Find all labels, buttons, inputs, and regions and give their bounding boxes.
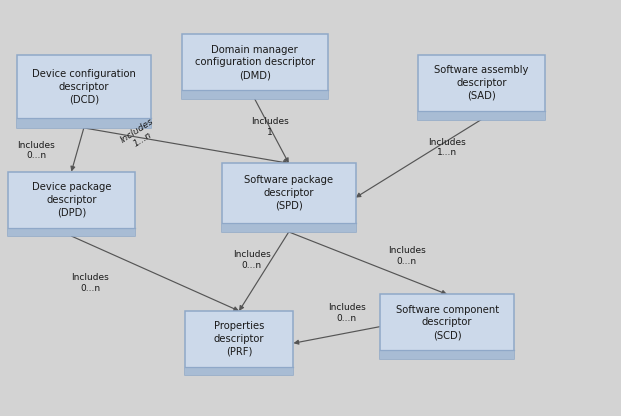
Bar <box>8 171 135 236</box>
Bar <box>181 34 328 99</box>
Text: Includes
0...n: Includes 0...n <box>71 273 109 292</box>
Text: Includes
0...n: Includes 0...n <box>328 303 365 322</box>
Bar <box>222 163 355 232</box>
Text: Includes
1...n: Includes 1...n <box>119 117 161 154</box>
Text: Software component
descriptor
(SCD): Software component descriptor (SCD) <box>396 305 499 340</box>
Text: Domain manager
configuration descriptor
(DMD): Domain manager configuration descriptor … <box>194 45 315 80</box>
Bar <box>17 119 150 128</box>
Bar <box>185 367 294 375</box>
Text: Includes
0...n: Includes 0...n <box>17 141 55 160</box>
Text: Includes
1: Includes 1 <box>252 117 289 136</box>
Bar <box>380 295 514 359</box>
Text: Properties
descriptor
(PRF): Properties descriptor (PRF) <box>214 321 265 357</box>
Bar <box>380 350 514 359</box>
Text: Includes
0...n: Includes 0...n <box>388 246 425 265</box>
Bar <box>17 55 150 128</box>
Bar <box>222 223 355 232</box>
Text: Includes
1...n: Includes 1...n <box>428 138 466 157</box>
Bar <box>181 90 328 99</box>
Bar <box>417 111 545 119</box>
Text: Device configuration
descriptor
(DCD): Device configuration descriptor (DCD) <box>32 69 136 104</box>
Text: Device package
descriptor
(DPD): Device package descriptor (DPD) <box>32 182 111 218</box>
Text: Software package
descriptor
(SPD): Software package descriptor (SPD) <box>244 175 333 211</box>
Bar <box>185 311 294 375</box>
Text: Includes
0...n: Includes 0...n <box>233 250 270 270</box>
Bar <box>417 55 545 119</box>
Bar <box>8 228 135 236</box>
Text: Software assembly
descriptor
(SAD): Software assembly descriptor (SAD) <box>434 65 528 101</box>
